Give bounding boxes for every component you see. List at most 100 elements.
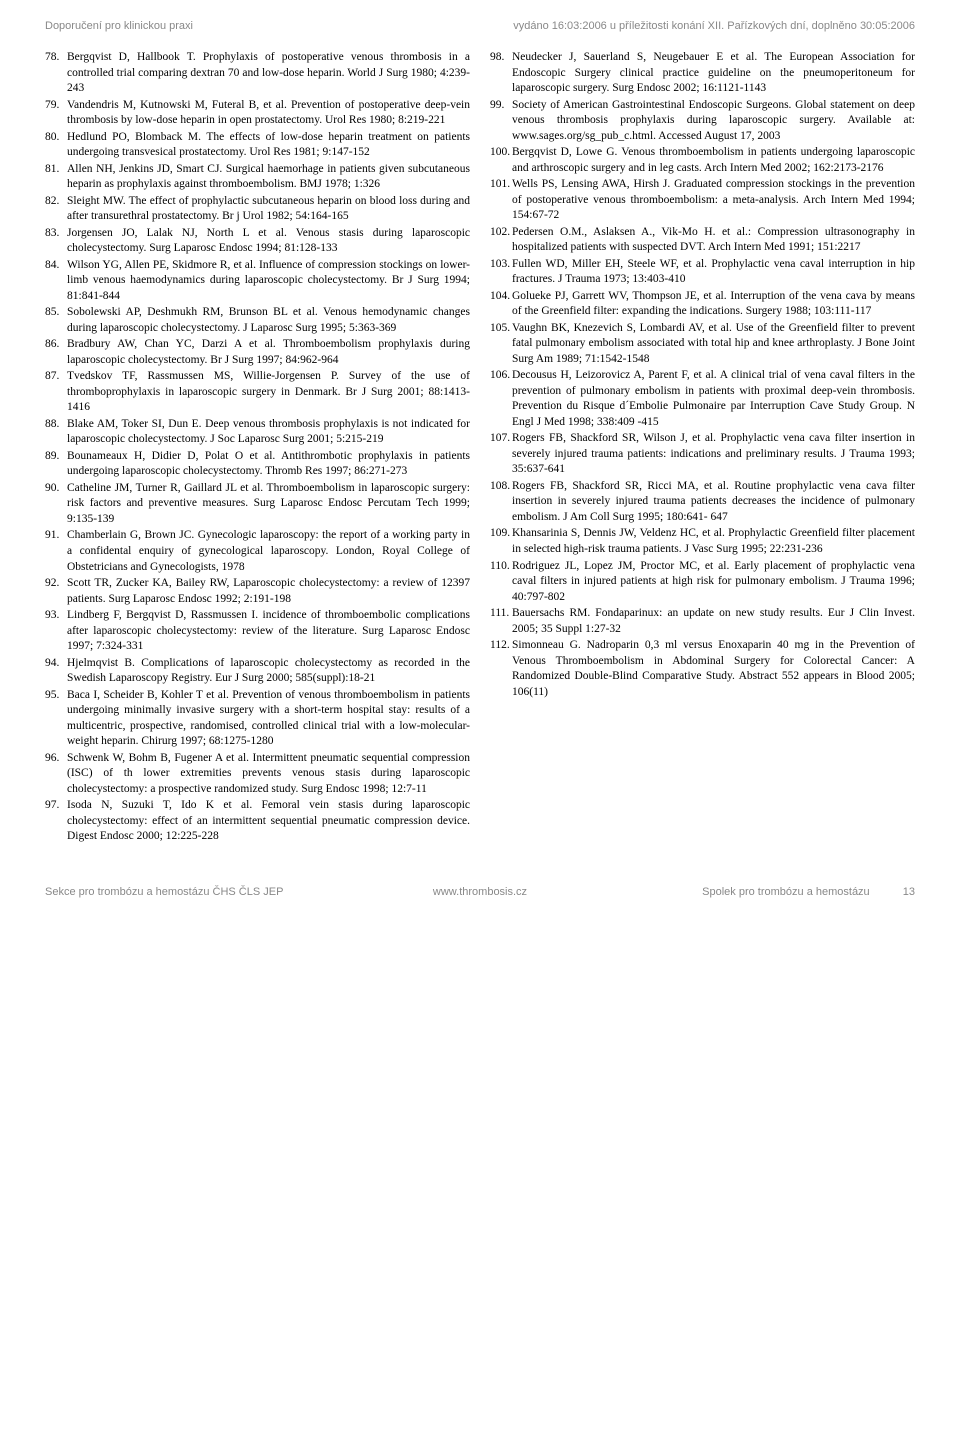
reference-item: 100.Bergqvist D, Lowe G. Venous thromboe… — [490, 145, 915, 176]
reference-text: Hjelmqvist B. Complications of laparosco… — [67, 656, 470, 687]
reference-number: 89. — [45, 449, 67, 480]
reference-item: 94.Hjelmqvist B. Complications of laparo… — [45, 656, 470, 687]
right-column: 98.Neudecker J, Sauerland S, Neugebauer … — [490, 50, 915, 846]
reference-columns: 78.Bergqvist D, Hallbook T. Prophylaxis … — [45, 50, 915, 846]
reference-text: Pedersen O.M., Aslaksen A., Vik-Mo H. et… — [512, 225, 915, 256]
reference-text: Scott TR, Zucker KA, Bailey RW, Laparosc… — [67, 576, 470, 607]
reference-text: Decousus H, Leizorovicz A, Parent F, et … — [512, 368, 915, 430]
reference-item: 84.Wilson YG, Allen PE, Skidmore R, et a… — [45, 258, 470, 305]
reference-number: 109. — [490, 526, 512, 557]
reference-item: 87.Tvedskov TF, Rassmussen MS, Willie-Jo… — [45, 369, 470, 416]
reference-text: Vandendris M, Kutnowski M, Futeral B, et… — [67, 98, 470, 129]
reference-item: 108.Rogers FB, Shackford SR, Ricci MA, e… — [490, 479, 915, 526]
reference-number: 103. — [490, 257, 512, 288]
reference-number: 87. — [45, 369, 67, 416]
reference-item: 90.Catheline JM, Turner R, Gaillard JL e… — [45, 481, 470, 528]
reference-number: 88. — [45, 417, 67, 448]
reference-number: 92. — [45, 576, 67, 607]
reference-item: 105.Vaughn BK, Knezevich S, Lombardi AV,… — [490, 321, 915, 368]
reference-text: Isoda N, Suzuki T, Ido K et al. Femoral … — [67, 798, 470, 845]
reference-item: 79.Vandendris M, Kutnowski M, Futeral B,… — [45, 98, 470, 129]
header-left: Doporučení pro klinickou praxi — [45, 20, 193, 32]
reference-item: 83.Jorgensen JO, Lalak NJ, North L et al… — [45, 226, 470, 257]
reference-text: Tvedskov TF, Rassmussen MS, Willie-Jorge… — [67, 369, 470, 416]
reference-number: 85. — [45, 305, 67, 336]
reference-text: Wells PS, Lensing AWA, Hirsh J. Graduate… — [512, 177, 915, 224]
reference-item: 82.Sleight MW. The effect of prophylacti… — [45, 194, 470, 225]
footer-center: www.thrombosis.cz — [335, 886, 625, 898]
reference-number: 102. — [490, 225, 512, 256]
reference-text: Simonneau G. Nadroparin 0,3 ml versus En… — [512, 638, 915, 700]
reference-item: 106.Decousus H, Leizorovicz A, Parent F,… — [490, 368, 915, 430]
reference-number: 111. — [490, 606, 512, 637]
reference-number: 104. — [490, 289, 512, 320]
reference-text: Catheline JM, Turner R, Gaillard JL et a… — [67, 481, 470, 528]
reference-number: 105. — [490, 321, 512, 368]
page-header: Doporučení pro klinickou praxi vydáno 16… — [45, 20, 915, 32]
reference-item: 111.Bauersachs RM. Fondaparinux: an upda… — [490, 606, 915, 637]
reference-item: 96.Schwenk W, Bohm B, Fugener A et al. I… — [45, 751, 470, 798]
reference-item: 98.Neudecker J, Sauerland S, Neugebauer … — [490, 50, 915, 97]
reference-number: 84. — [45, 258, 67, 305]
reference-number: 79. — [45, 98, 67, 129]
reference-text: Fullen WD, Miller EH, Steele WF, et al. … — [512, 257, 915, 288]
reference-text: Khansarinia S, Dennis JW, Veldenz HC, et… — [512, 526, 915, 557]
reference-number: 107. — [490, 431, 512, 478]
reference-item: 104.Golueke PJ, Garrett WV, Thompson JE,… — [490, 289, 915, 320]
reference-text: Chamberlain G, Brown JC. Gynecologic lap… — [67, 528, 470, 575]
reference-number: 112. — [490, 638, 512, 700]
reference-number: 98. — [490, 50, 512, 97]
reference-number: 94. — [45, 656, 67, 687]
reference-number: 96. — [45, 751, 67, 798]
reference-number: 110. — [490, 559, 512, 606]
reference-number: 86. — [45, 337, 67, 368]
footer-left: Sekce pro trombózu a hemostázu ČHS ČLS J… — [45, 886, 335, 898]
reference-number: 108. — [490, 479, 512, 526]
reference-item: 112.Simonneau G. Nadroparin 0,3 ml versu… — [490, 638, 915, 700]
reference-text: Wilson YG, Allen PE, Skidmore R, et al. … — [67, 258, 470, 305]
reference-number: 97. — [45, 798, 67, 845]
reference-text: Sobolewski AP, Deshmukh RM, Brunson BL e… — [67, 305, 470, 336]
reference-item: 80.Hedlund PO, Blomback M. The effects o… — [45, 130, 470, 161]
reference-item: 91.Chamberlain G, Brown JC. Gynecologic … — [45, 528, 470, 575]
reference-number: 78. — [45, 50, 67, 97]
reference-text: Schwenk W, Bohm B, Fugener A et al. Inte… — [67, 751, 470, 798]
reference-text: Baca I, Scheider B, Kohler T et al. Prev… — [67, 688, 470, 750]
reference-number: 91. — [45, 528, 67, 575]
reference-text: Golueke PJ, Garrett WV, Thompson JE, et … — [512, 289, 915, 320]
reference-number: 80. — [45, 130, 67, 161]
reference-text: Sleight MW. The effect of prophylactic s… — [67, 194, 470, 225]
reference-number: 90. — [45, 481, 67, 528]
reference-text: Blake AM, Toker SI, Dun E. Deep venous t… — [67, 417, 470, 448]
reference-text: Bauersachs RM. Fondaparinux: an update o… — [512, 606, 915, 637]
reference-text: Bradbury AW, Chan YC, Darzi A et al. Thr… — [67, 337, 470, 368]
reference-item: 85.Sobolewski AP, Deshmukh RM, Brunson B… — [45, 305, 470, 336]
reference-number: 93. — [45, 608, 67, 655]
reference-item: 93.Lindberg F, Bergqvist D, Rassmussen I… — [45, 608, 470, 655]
reference-text: Society of American Gastrointestinal End… — [512, 98, 915, 145]
reference-number: 83. — [45, 226, 67, 257]
reference-text: Rodriguez JL, Lopez JM, Proctor MC, et a… — [512, 559, 915, 606]
page-number: 13 — [903, 886, 915, 898]
reference-text: Jorgensen JO, Lalak NJ, North L et al. V… — [67, 226, 470, 257]
reference-text: Neudecker J, Sauerland S, Neugebauer E e… — [512, 50, 915, 97]
reference-item: 101.Wells PS, Lensing AWA, Hirsh J. Grad… — [490, 177, 915, 224]
reference-item: 103.Fullen WD, Miller EH, Steele WF, et … — [490, 257, 915, 288]
page-footer: Sekce pro trombózu a hemostázu ČHS ČLS J… — [45, 886, 915, 898]
reference-item: 110.Rodriguez JL, Lopez JM, Proctor MC, … — [490, 559, 915, 606]
reference-item: 95.Baca I, Scheider B, Kohler T et al. P… — [45, 688, 470, 750]
reference-number: 100. — [490, 145, 512, 176]
reference-text: Hedlund PO, Blomback M. The effects of l… — [67, 130, 470, 161]
footer-right-text: Spolek pro trombózu a hemostázu — [702, 886, 870, 898]
reference-item: 99.Society of American Gastrointestinal … — [490, 98, 915, 145]
reference-number: 81. — [45, 162, 67, 193]
reference-item: 81.Allen NH, Jenkins JD, Smart CJ. Surgi… — [45, 162, 470, 193]
reference-number: 95. — [45, 688, 67, 750]
reference-item: 86.Bradbury AW, Chan YC, Darzi A et al. … — [45, 337, 470, 368]
header-right: vydáno 16:03:2006 u příležitosti konání … — [513, 20, 915, 32]
reference-number: 106. — [490, 368, 512, 430]
reference-item: 97.Isoda N, Suzuki T, Ido K et al. Femor… — [45, 798, 470, 845]
reference-text: Lindberg F, Bergqvist D, Rassmussen I. i… — [67, 608, 470, 655]
reference-item: 92.Scott TR, Zucker KA, Bailey RW, Lapar… — [45, 576, 470, 607]
reference-item: 88.Blake AM, Toker SI, Dun E. Deep venou… — [45, 417, 470, 448]
